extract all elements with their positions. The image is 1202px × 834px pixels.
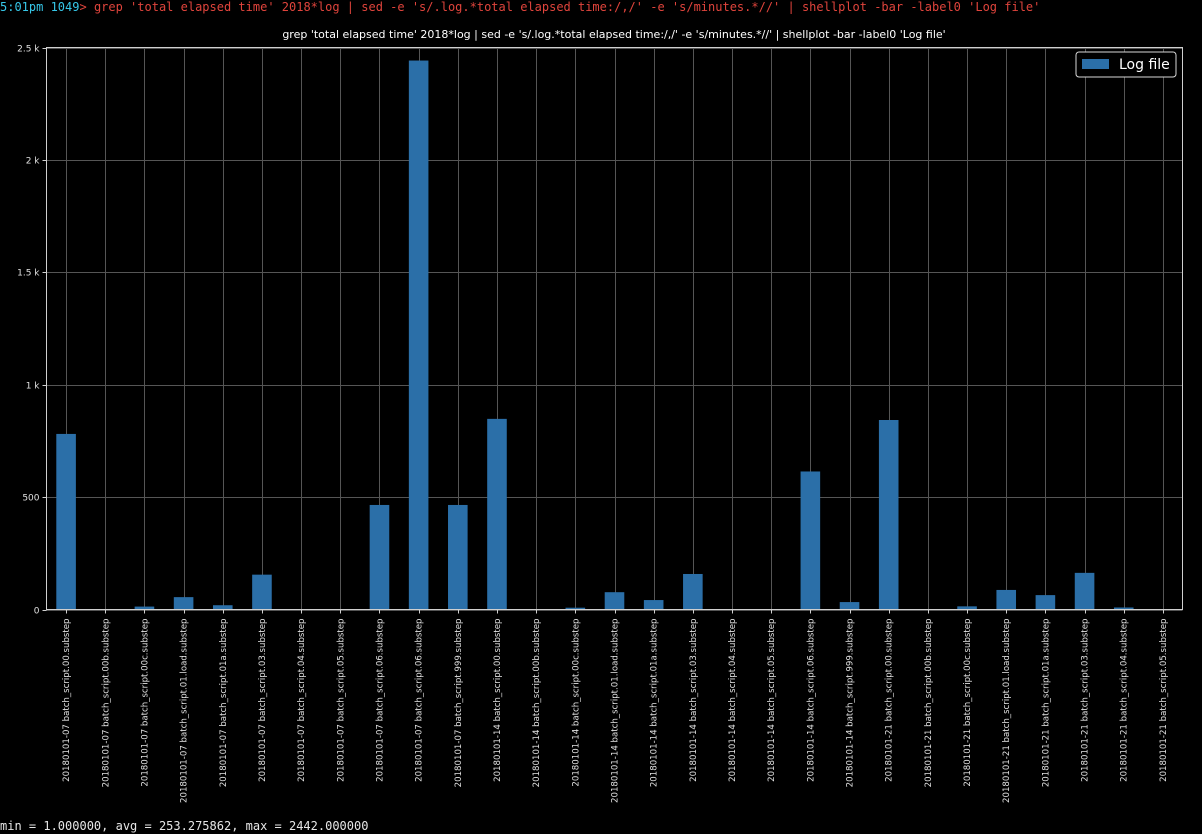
x-tick-label: 20180101-21 batch_script.04.substep: [1120, 619, 1130, 782]
x-tick-label: 20180101-21 batch_script.01a.substep: [1041, 619, 1051, 788]
bar: [1113, 607, 1134, 610]
x-tick-label: 20180101-14 batch_script.00b.substep: [532, 619, 542, 788]
grid: [46, 47, 1183, 611]
bars: [56, 60, 1173, 610]
x-tick-label: 20180101-21 batch_script.05.substep: [1159, 619, 1169, 782]
x-tick-label: 20180101-14 batch_script.04.substep: [728, 619, 738, 782]
bar: [643, 600, 664, 610]
y-tick-label: 500: [22, 494, 39, 504]
x-tick-label: 20180101-07 batch_script.00.substep: [62, 619, 72, 782]
y-tick-label: 0: [34, 607, 40, 617]
shell-command-sep: >: [79, 0, 94, 14]
x-tick-label: 20180101-07 batch_script.06.substep: [415, 619, 425, 782]
summary-stats: min = 1.000000, avg = 253.275862, max = …: [0, 819, 369, 833]
x-tick-label: 20180101-07 batch_script.04.substep: [297, 619, 307, 782]
x-tick-label: 20180101-14 batch_script.999.substep: [846, 619, 856, 788]
x-tick-label: 20180101-21 batch_script.00.substep: [885, 619, 895, 782]
x-tick-label: 20180101-21 batch_script.01.load.substep: [1002, 619, 1012, 803]
bar: [604, 592, 625, 610]
bar: [878, 419, 899, 610]
y-tick-label: 2 k: [26, 157, 41, 167]
legend-box: [1075, 51, 1177, 78]
x-tick-label: 20180101-07 batch_script.00c.substep: [140, 619, 150, 787]
command-line: 5:01pm 1049> grep 'total elapsed time' 2…: [0, 0, 1040, 16]
bar: [957, 606, 977, 610]
bar: [448, 504, 468, 610]
x-tick-label: 20180101-07 batch_script.00b.substep: [101, 619, 111, 788]
x-tick-label: 20180101-14 batch_script.00.substep: [493, 619, 503, 782]
x-tick-label: 20180101-07 batch_script.05.substep: [336, 619, 346, 782]
shell-prompt: 5:01pm 1049: [0, 0, 80, 14]
x-tick-label: 20180101-14 batch_script.05.substep: [767, 619, 777, 782]
x-axis: 20180101-07 batch_script.00.substep 20180…: [62, 609, 1169, 803]
legend-swatch: [1082, 59, 1109, 69]
x-tick-label: 20180101-21 batch_script.03.substep: [1081, 619, 1091, 782]
bar: [252, 574, 272, 610]
x-tick-label: 20180101-21 batch_script.00b.substep: [924, 619, 934, 788]
y-axis: 0 500 1 k 1.5 k 2 k 2.5 k: [17, 45, 47, 617]
bar: [1035, 595, 1056, 610]
bar: [134, 606, 155, 610]
x-tick-label: 20180101-14 batch_script.00c.substep: [571, 619, 581, 787]
y-tick-label: 1 k: [26, 382, 41, 392]
bar: [487, 418, 507, 610]
bar: [408, 60, 429, 610]
x-tick-label: 20180101-14 batch_script.06.substep: [806, 619, 816, 782]
bar: [173, 597, 194, 610]
x-tick-label: 20180101-07 batch_script.03.substep: [258, 619, 268, 782]
x-tick-label: 20180101-07 batch_script.999.substep: [454, 619, 464, 788]
bar: [683, 573, 703, 610]
plot-frame: [46, 47, 1183, 610]
bar: [996, 589, 1017, 610]
x-tick-label: 20180101-07 batch_script.06.substep: [375, 619, 385, 782]
bar: [56, 433, 76, 610]
x-tick-label: 20180101-07 batch_script.01.load.substep: [180, 619, 190, 803]
bar: [1074, 572, 1095, 610]
shell-command: grep 'total elapsed time' 2018*log | sed…: [93, 0, 1041, 14]
legend-label: Log file: [1119, 57, 1170, 73]
bar: [839, 602, 860, 610]
bar: [369, 504, 390, 610]
chart-title: grep 'total elapsed time' 2018*log | sed…: [282, 28, 945, 41]
x-tick-label: 20180101-14 batch_script.01a.substep: [650, 619, 660, 788]
bar: [212, 605, 233, 610]
y-tick-label: 1.5 k: [17, 269, 40, 279]
x-tick-label: 20180101-14 batch_script.03.substep: [689, 619, 699, 782]
x-tick-label: 20180101-07 batch_script.01a.substep: [219, 619, 229, 788]
y-tick-label: 2.5 k: [17, 45, 40, 55]
x-tick-label: 20180101-21 batch_script.00c.substep: [963, 619, 973, 787]
bar: [565, 607, 586, 610]
legend: Log file: [1075, 51, 1177, 78]
bar: [800, 471, 821, 610]
x-tick-label: 20180101-14 batch_script.01.load.substep: [611, 619, 621, 803]
